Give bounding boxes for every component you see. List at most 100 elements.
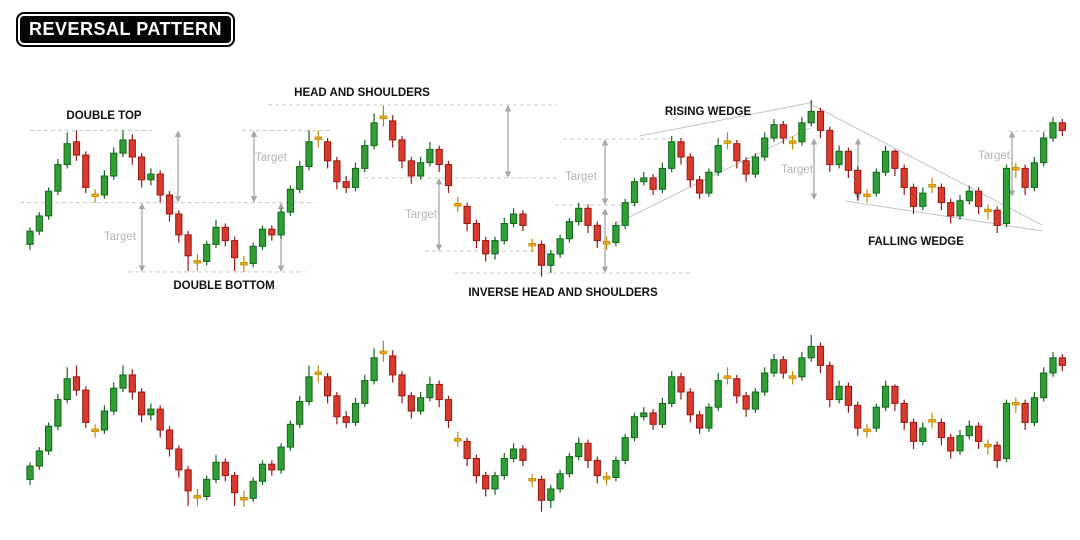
doji-candle: [602, 471, 611, 486]
bull-candle: [919, 422, 927, 446]
bear-candle: [463, 437, 471, 467]
target-arrow: [810, 138, 818, 200]
target-arrow: [1008, 130, 1016, 197]
bull-candle: [351, 162, 360, 192]
bull-candle: [835, 145, 843, 169]
bull-candle: [1040, 367, 1048, 402]
bull-candle: [426, 376, 434, 402]
bear-candle: [947, 433, 955, 459]
bear-candle: [584, 204, 592, 233]
pattern-label-head-and-shoulders: HEAD AND SHOULDERS: [294, 87, 430, 99]
bull-candle: [203, 240, 211, 266]
bear-candle: [324, 373, 332, 404]
pattern-label-inverse-head-and-shoulders: INVERSE HEAD AND SHOULDERS: [468, 287, 658, 299]
bull-candle: [1040, 132, 1048, 167]
bull-candle: [621, 198, 629, 230]
bull-candle: [547, 485, 555, 508]
doji-candle: [723, 367, 732, 385]
bear-candle: [900, 164, 908, 195]
bear-candle: [389, 350, 397, 383]
bear-candle: [184, 466, 192, 506]
bull-candle: [965, 185, 973, 205]
bear-candle: [407, 157, 415, 184]
bear-candle: [82, 386, 90, 429]
bull-candle: [258, 460, 267, 486]
title-badge: REVERSAL PATTERN: [16, 12, 236, 47]
bull-candle: [807, 335, 815, 362]
doji-candle: [984, 204, 992, 220]
bull-candle: [714, 138, 722, 176]
doji-candle: [863, 189, 871, 203]
bull-candle: [45, 187, 53, 220]
bear-candle: [649, 174, 657, 195]
bull-candle: [100, 170, 109, 199]
bear-candle: [333, 392, 341, 425]
doji-candle: [1012, 397, 1020, 413]
bull-candle: [872, 403, 880, 432]
bull-candle: [1002, 399, 1011, 463]
bear-candle: [900, 399, 908, 430]
bull-candle: [361, 139, 369, 173]
bull-candle: [630, 177, 639, 207]
bear-candle: [854, 401, 862, 436]
target-arrow: [174, 130, 182, 203]
bull-candle: [212, 454, 220, 484]
bear-candle: [472, 219, 480, 249]
bear-candle: [993, 441, 1001, 468]
bull-candle: [565, 217, 573, 243]
bear-candle: [854, 166, 862, 201]
bull-candle: [45, 422, 53, 455]
bull-candle: [798, 117, 806, 146]
target-arrow: [601, 208, 609, 274]
doji-candle: [788, 371, 797, 385]
doji-candle: [91, 424, 99, 438]
bear-candle: [472, 454, 480, 484]
bull-candle: [258, 225, 267, 251]
target-label: Target: [104, 231, 137, 243]
bull-candle: [640, 172, 648, 186]
bear-candle: [742, 392, 750, 417]
bear-candle: [993, 206, 1001, 233]
bear-candle: [1058, 354, 1066, 372]
bull-candle: [296, 395, 304, 429]
bull-candle: [1049, 117, 1057, 142]
bear-candle: [677, 373, 685, 400]
bull-candle: [882, 380, 890, 411]
bear-candle: [398, 371, 406, 404]
pattern-label-double-bottom: DOUBLE BOTTOM: [173, 280, 274, 292]
bull-candle: [510, 443, 518, 463]
bull-candle: [491, 471, 499, 495]
bull-candle: [54, 158, 62, 195]
bull-candle: [351, 397, 360, 427]
bull-candle: [882, 145, 890, 176]
bear-candle: [593, 456, 601, 484]
bull-candle: [1030, 392, 1039, 427]
bear-candle: [128, 369, 136, 400]
target-label: Target: [781, 164, 814, 176]
bear-candle: [231, 236, 239, 271]
bear-candle: [779, 120, 787, 144]
bull-candle: [956, 430, 964, 455]
target-arrow: [601, 138, 609, 206]
bear-candle: [519, 210, 527, 232]
bear-candle: [342, 411, 350, 429]
bear-candle: [435, 380, 443, 408]
bear-candle: [389, 115, 397, 148]
bull-candle: [500, 452, 508, 480]
bear-candle: [677, 138, 685, 165]
bull-candle: [575, 437, 583, 461]
bear-candle: [444, 160, 453, 194]
bear-candle: [826, 126, 834, 173]
bull-candle: [119, 365, 127, 392]
pattern-label-double-top: DOUBLE TOP: [66, 110, 142, 122]
wedge-trendline: [639, 101, 815, 137]
bear-candle: [128, 134, 136, 165]
bull-candle: [565, 452, 573, 478]
doji-candle: [453, 196, 462, 213]
doji-candle: [1012, 162, 1020, 178]
bull-candle: [286, 420, 294, 451]
bear-candle: [537, 240, 546, 277]
bear-candle: [435, 145, 443, 173]
